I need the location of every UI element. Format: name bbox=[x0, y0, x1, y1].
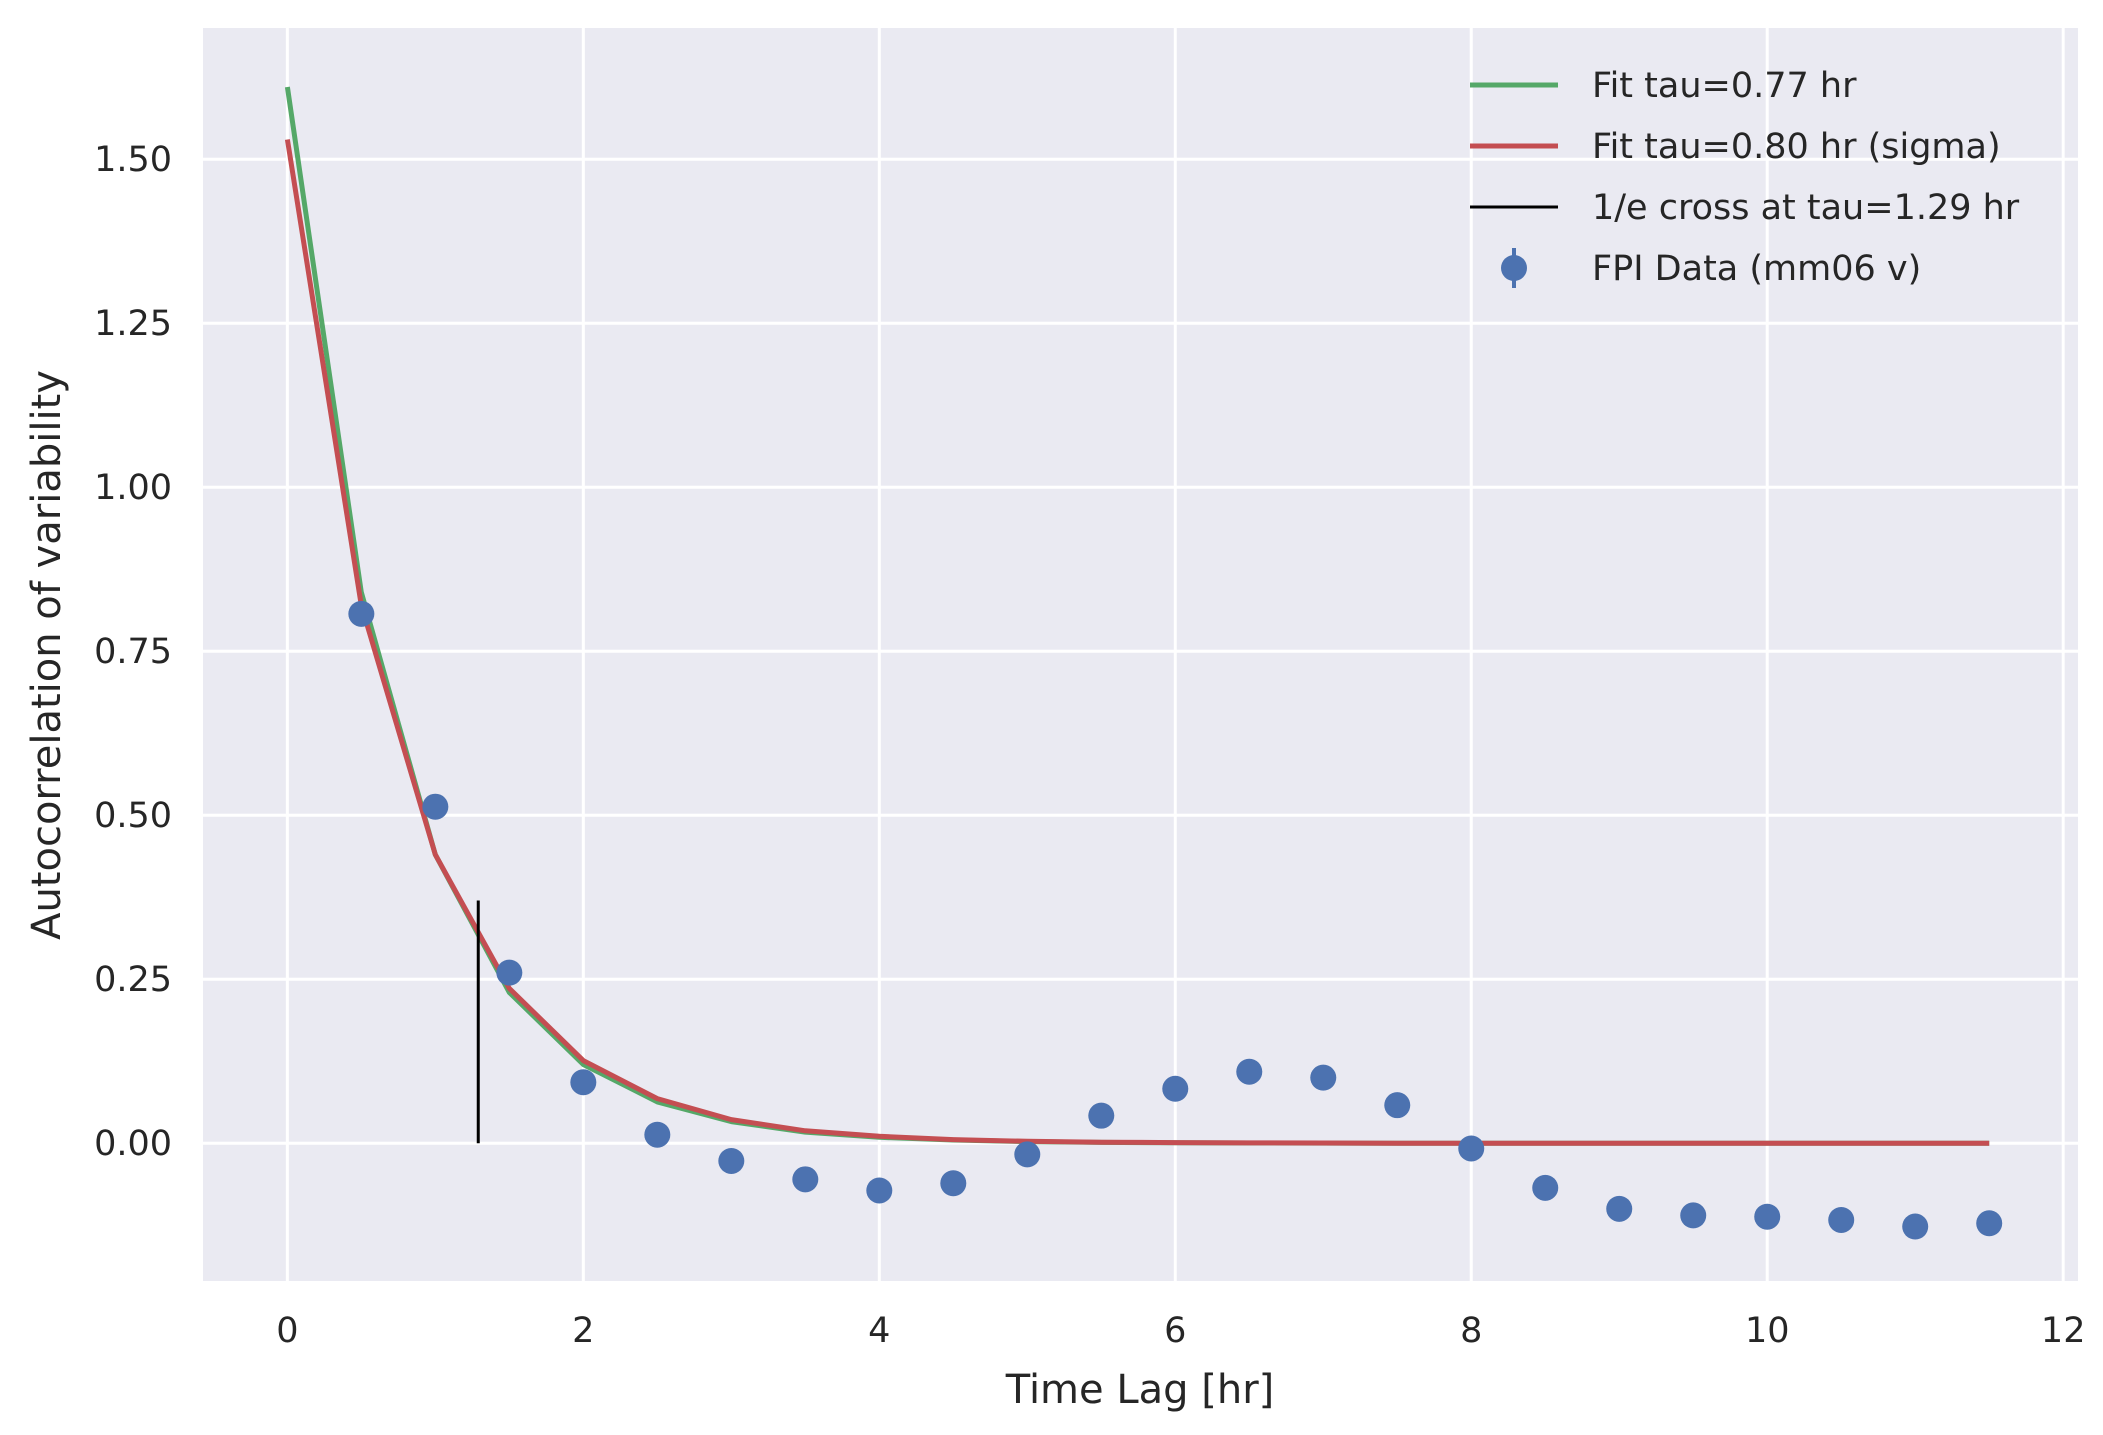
x-tick-label: 4 bbox=[868, 1311, 890, 1351]
data-point bbox=[1606, 1195, 1633, 1222]
x-tick-label: 0 bbox=[276, 1311, 298, 1351]
plot-area bbox=[203, 28, 2078, 1281]
y-tick-label: 0.75 bbox=[94, 632, 172, 672]
data-point bbox=[1162, 1075, 1189, 1102]
legend-label: Fit tau=0.77 hr bbox=[1592, 66, 1857, 106]
legend-label: 1/e cross at tau=1.29 hr bbox=[1592, 188, 2020, 228]
data-point bbox=[1532, 1174, 1559, 1201]
data-point bbox=[1976, 1210, 2003, 1237]
data-point bbox=[940, 1170, 967, 1197]
x-tick-label: 2 bbox=[572, 1311, 594, 1351]
data-point bbox=[1014, 1141, 1041, 1168]
data-point bbox=[718, 1147, 745, 1174]
y-tick-label: 1.50 bbox=[94, 140, 172, 180]
legend-swatch bbox=[1501, 255, 1527, 281]
chart-marks bbox=[284, 86, 2003, 1240]
data-point bbox=[1828, 1206, 1855, 1233]
data-point bbox=[1902, 1213, 1929, 1240]
x-tick-label: 12 bbox=[2041, 1311, 2086, 1351]
data-point bbox=[1384, 1092, 1411, 1119]
x-tick-label: 8 bbox=[1460, 1311, 1482, 1351]
y-tick-label: 1.25 bbox=[94, 304, 172, 344]
series-line-1 bbox=[284, 139, 1990, 1146]
data-point bbox=[496, 959, 523, 986]
y-tick-label: 0.00 bbox=[94, 1124, 172, 1164]
legend: Fit tau=0.77 hr Fit tau=0.80 hr (sigma) 1/… bbox=[1470, 66, 2020, 289]
legend-entry: Fit tau=0.77 hr bbox=[1470, 66, 1857, 106]
x-tick-label: 10 bbox=[1745, 1311, 1790, 1351]
legend-label: Fit tau=0.80 hr (sigma) bbox=[1592, 127, 2001, 167]
y-tick-label: 0.50 bbox=[94, 796, 172, 836]
data-point bbox=[1088, 1102, 1115, 1129]
data-point bbox=[1754, 1203, 1781, 1230]
data-point bbox=[570, 1069, 597, 1096]
data-point bbox=[644, 1121, 671, 1148]
legend-entry: 1/e cross at tau=1.29 hr bbox=[1470, 188, 2020, 228]
x-tick-label: 6 bbox=[1164, 1311, 1186, 1351]
legend-label: FPI Data (mm06 v) bbox=[1592, 249, 1921, 289]
legend-entry: Fit tau=0.80 hr (sigma) bbox=[1470, 127, 2001, 167]
data-point bbox=[1236, 1058, 1263, 1085]
data-point bbox=[1310, 1064, 1337, 1091]
legend-entry: FPI Data (mm06 v) bbox=[1501, 248, 1921, 289]
data-point bbox=[348, 600, 375, 627]
data-point bbox=[1680, 1202, 1707, 1229]
y-tick-label: 0.25 bbox=[94, 960, 172, 1000]
data-point bbox=[422, 793, 449, 820]
data-point bbox=[792, 1166, 819, 1193]
data-point bbox=[1458, 1135, 1485, 1162]
data-point bbox=[866, 1177, 893, 1204]
y-axis-title: Autocorrelation of variability bbox=[24, 370, 70, 940]
tick-labels: 0 2 4 6 8 10 12 0.00 0.25 0.50 0.75 1.00 1.25 1.50 bbox=[94, 140, 2085, 1351]
x-axis-title: Time Lag [hr] bbox=[1005, 1367, 1275, 1413]
y-tick-label: 1.00 bbox=[94, 468, 172, 508]
